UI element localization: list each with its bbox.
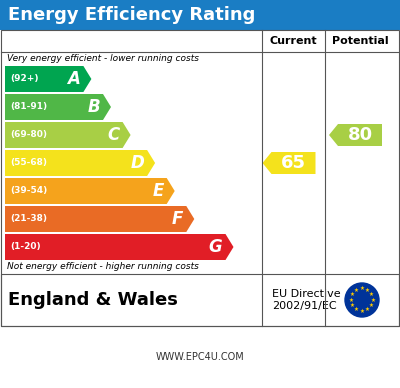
Polygon shape — [262, 152, 316, 174]
Polygon shape — [5, 178, 175, 204]
Text: (39-54): (39-54) — [10, 187, 47, 196]
Text: Very energy efficient - lower running costs: Very energy efficient - lower running co… — [7, 54, 199, 63]
Text: ★: ★ — [350, 292, 355, 297]
Text: Potential: Potential — [332, 36, 388, 46]
Text: E: E — [152, 182, 164, 200]
Text: ★: ★ — [360, 286, 364, 291]
Text: G: G — [209, 238, 222, 256]
Polygon shape — [5, 206, 194, 232]
Text: 65: 65 — [281, 154, 306, 172]
Text: ★: ★ — [360, 308, 364, 314]
Text: Current: Current — [270, 36, 317, 46]
Text: D: D — [130, 154, 144, 172]
Bar — [1, 30, 399, 326]
Text: ★: ★ — [350, 303, 355, 308]
Text: (92+): (92+) — [10, 74, 38, 83]
Text: WWW.EPC4U.COM: WWW.EPC4U.COM — [156, 352, 244, 362]
Text: ★: ★ — [354, 288, 359, 293]
Text: ★: ★ — [354, 307, 359, 312]
Polygon shape — [5, 94, 111, 120]
Text: 80: 80 — [348, 126, 372, 144]
Polygon shape — [5, 66, 91, 92]
Polygon shape — [329, 124, 382, 146]
Text: A: A — [68, 70, 80, 88]
Text: ★: ★ — [365, 288, 370, 293]
Bar — [0, 0, 400, 30]
Text: ★: ★ — [365, 307, 370, 312]
Text: (55-68): (55-68) — [10, 159, 47, 168]
Bar — [1, 274, 399, 326]
Text: C: C — [107, 126, 120, 144]
Circle shape — [345, 283, 379, 317]
Text: ★: ★ — [348, 298, 353, 303]
Polygon shape — [5, 150, 155, 176]
Text: F: F — [172, 210, 183, 228]
Polygon shape — [5, 122, 130, 148]
Text: (81-91): (81-91) — [10, 102, 47, 111]
Text: ★: ★ — [371, 298, 376, 303]
Text: EU Directive
2002/91/EC: EU Directive 2002/91/EC — [272, 289, 341, 311]
Text: England & Wales: England & Wales — [8, 291, 178, 309]
Text: Energy Efficiency Rating: Energy Efficiency Rating — [8, 6, 255, 24]
Text: (1-20): (1-20) — [10, 242, 41, 251]
Text: ★: ★ — [369, 303, 374, 308]
Text: B: B — [87, 98, 100, 116]
Text: Not energy efficient - higher running costs: Not energy efficient - higher running co… — [7, 262, 199, 271]
Polygon shape — [5, 234, 234, 260]
Text: ★: ★ — [369, 292, 374, 297]
Text: (69-80): (69-80) — [10, 130, 47, 140]
Text: (21-38): (21-38) — [10, 215, 47, 223]
